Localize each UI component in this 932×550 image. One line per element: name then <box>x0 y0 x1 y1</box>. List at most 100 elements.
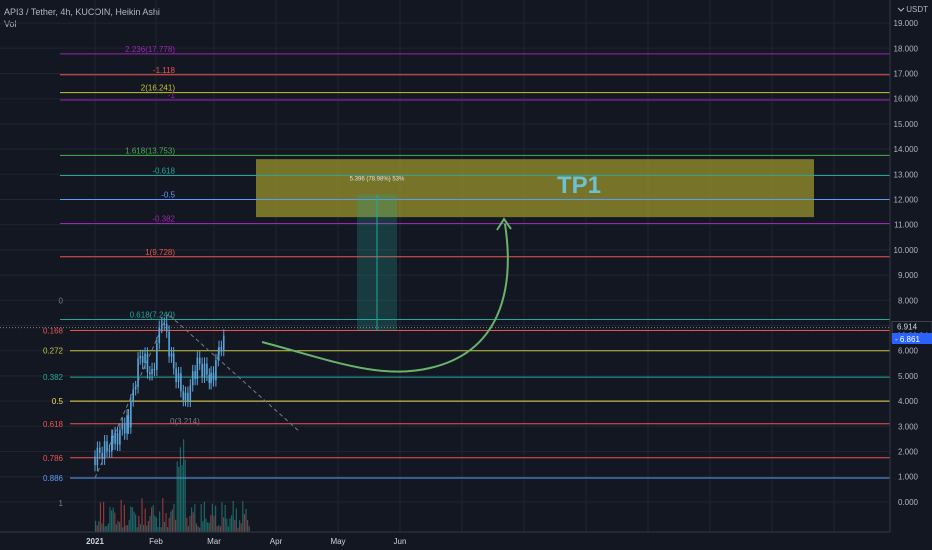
candle-body <box>206 363 208 375</box>
volume-bar <box>125 525 127 532</box>
volume-bar <box>117 520 119 532</box>
target-zone-box[interactable] <box>256 159 814 218</box>
volume-bar <box>136 527 138 532</box>
volume-bar <box>194 504 196 532</box>
volume-bar <box>179 447 181 532</box>
volume-bar <box>147 521 149 532</box>
volume-bar <box>135 514 137 532</box>
price-axis-tick: 14.000 <box>894 145 919 154</box>
candle-body <box>168 331 170 357</box>
projection-arrow[interactable] <box>261 223 509 373</box>
candle-body <box>158 326 161 344</box>
candle-body <box>96 447 99 465</box>
fib-level-label: 2.236(17.778) <box>125 45 175 54</box>
volume-bar <box>106 526 108 532</box>
volume-bar <box>207 522 209 532</box>
candle-body <box>144 353 146 363</box>
candle-body <box>139 356 142 359</box>
volume-bar <box>111 510 113 532</box>
candle-body <box>106 441 108 451</box>
volume-bar <box>128 519 130 532</box>
price-axis-tick: 18.000 <box>894 44 919 53</box>
fib-level-label: 1 <box>59 499 64 508</box>
volume-bar <box>122 527 124 532</box>
candle-body <box>119 429 121 445</box>
price-axis-tick: 5.000 <box>898 372 919 381</box>
volume-bar <box>186 517 188 532</box>
candle-body <box>116 433 119 445</box>
volume-bar <box>143 525 145 532</box>
candle-body <box>184 392 187 401</box>
volume-bar <box>109 506 111 532</box>
volume-bar <box>154 515 156 532</box>
price-axis-tick: 0.000 <box>898 498 919 507</box>
time-axis-label: Mar <box>207 537 221 546</box>
volume-bar <box>96 525 98 532</box>
volume-bar <box>151 507 153 532</box>
volume-bar <box>175 519 177 532</box>
candle-body <box>161 323 163 326</box>
volume-bar <box>219 526 221 532</box>
price-axis-tick: 11.000 <box>894 221 918 230</box>
volume-bar <box>149 515 151 532</box>
volume-bar <box>114 512 116 532</box>
candle-body <box>182 391 185 401</box>
volume-bar <box>123 504 125 532</box>
time-axis-panel <box>0 532 932 550</box>
volume-bar <box>239 520 241 532</box>
price-axis-tick: 10.000 <box>894 246 919 255</box>
triangle-pattern[interactable] <box>94 313 301 479</box>
price-axis-tick: 4.000 <box>898 397 919 406</box>
candle-body <box>156 343 158 370</box>
volume-bar <box>131 507 133 532</box>
fib-level-label: 0(3.214) <box>170 417 200 426</box>
candle-body <box>141 356 144 363</box>
volume-bar <box>183 439 185 532</box>
candle-body <box>210 372 212 384</box>
volume-bar <box>223 517 225 532</box>
fib-level-label: -0.382 <box>152 214 175 223</box>
volume-bar <box>243 514 245 532</box>
candle-body <box>165 323 168 332</box>
symbol-title[interactable]: API3 / Tether, 4h, KUCOIN, Heikin Ashi <box>4 7 160 17</box>
volume-bar <box>178 466 180 532</box>
price-axis-tick: 16.000 <box>894 95 919 104</box>
chevron-down-icon[interactable] <box>897 7 905 12</box>
volume-bar <box>170 511 172 532</box>
volume-bar <box>139 524 141 532</box>
volume-bar <box>205 518 207 532</box>
projection-arrow-head <box>496 217 512 231</box>
volume-bar <box>200 504 202 532</box>
fib-level-label: 1.618(13.753) <box>125 146 175 155</box>
candle-body <box>146 353 149 373</box>
volume-bar <box>202 521 204 532</box>
candle-body <box>196 357 199 379</box>
candle-body <box>194 371 196 379</box>
volume-bar <box>176 461 178 532</box>
volume-indicator-label[interactable]: Vol <box>4 19 17 29</box>
chart-header: API3 / Tether, 4h, KUCOIN, Heikin Ashi V… <box>4 6 160 30</box>
volume-bar <box>240 523 242 532</box>
volume-bar <box>165 513 167 532</box>
candle-body <box>217 354 220 361</box>
candle-body <box>177 373 180 383</box>
volume-bar <box>218 525 220 532</box>
candle-body <box>126 415 128 434</box>
price-axis-tick: 13.000 <box>894 170 919 179</box>
candle-body <box>151 368 153 375</box>
volume-bar <box>247 520 249 532</box>
volume-bar <box>159 511 161 532</box>
candle-body <box>222 335 225 350</box>
volume-bar <box>101 523 103 532</box>
candle-body <box>163 323 166 325</box>
price-axis-panel <box>890 0 932 550</box>
volume-bar <box>130 506 132 532</box>
price-axis-tick: 9.000 <box>898 271 919 280</box>
candle-body <box>101 453 103 459</box>
volume-bar <box>242 501 244 532</box>
candle-body <box>127 415 130 428</box>
volume-bar <box>234 519 236 532</box>
volume-bar <box>173 503 175 532</box>
